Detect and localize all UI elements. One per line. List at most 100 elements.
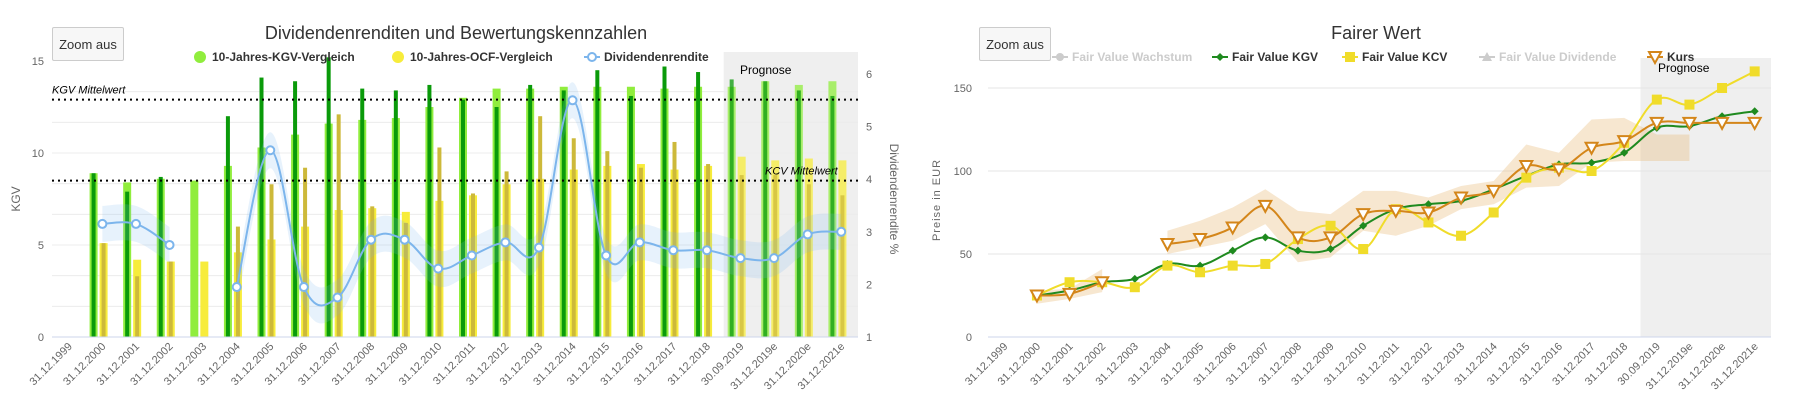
dividend-point xyxy=(265,145,276,156)
bar-kcv xyxy=(336,114,341,337)
legend-symbol xyxy=(1216,53,1224,61)
kurs-range-band xyxy=(1167,117,1690,263)
bar-kgv xyxy=(628,95,633,338)
kurs-point xyxy=(1290,231,1306,246)
bar-kgv xyxy=(91,173,96,337)
chart-title: Dividendenrenditen und Bewertungskennzah… xyxy=(265,23,647,43)
bar-kcv xyxy=(101,243,106,337)
bar-kgv xyxy=(461,99,465,337)
legend-item: Dividendenrendite xyxy=(604,50,709,64)
dividend-point xyxy=(567,95,578,106)
kcv-point xyxy=(1717,83,1728,93)
legend-item: Fair Value Dividende xyxy=(1499,50,1617,64)
bar-kgv xyxy=(830,95,835,338)
bar-kcv xyxy=(605,151,610,337)
kgv-point xyxy=(1620,148,1629,157)
kcv-point xyxy=(1064,277,1075,288)
legend-item: Fair Value KGV xyxy=(1232,50,1318,64)
kurs-point xyxy=(1747,116,1763,131)
kurs-point xyxy=(1518,160,1534,175)
bar-10-jahres-kgv-vergleich xyxy=(190,180,199,337)
left-chart: 0 5 10 15 1 2 3 4 5 6 KGV Dividendenrendite % KGV Mi… xyxy=(9,23,901,392)
kurs-point xyxy=(1225,221,1241,236)
kcv-point xyxy=(1162,260,1173,271)
zoom-out-button-right[interactable]: Zoom aus xyxy=(979,27,1051,61)
bar-kcv xyxy=(571,138,576,337)
legend-symbol xyxy=(1647,51,1663,66)
dividend-point xyxy=(231,282,242,293)
dividend-point xyxy=(164,239,175,250)
kurs-point xyxy=(1616,135,1632,150)
bar-kcv xyxy=(403,222,408,337)
legend-item: 10-Jahres-KGV-Vergleich xyxy=(212,50,355,64)
legend-item: Kurs xyxy=(1667,50,1695,64)
kcv-point xyxy=(1195,267,1206,278)
dividend-point xyxy=(466,250,477,261)
y-tick-label: 0 xyxy=(966,332,972,344)
bar-kgv xyxy=(763,81,768,338)
dividend-point xyxy=(836,226,847,237)
bar-kcv xyxy=(672,141,677,337)
dividend-point xyxy=(500,237,511,248)
dividend-point xyxy=(769,253,780,264)
kurs-point xyxy=(1420,206,1437,221)
bar-kcv xyxy=(370,206,375,337)
bar-kgv xyxy=(259,77,264,337)
kcv-point xyxy=(1586,166,1597,176)
legend-item: Fair Value KCV xyxy=(1362,50,1447,64)
kcv-point xyxy=(1488,207,1499,218)
dividend-point xyxy=(298,282,309,293)
legend-symbol xyxy=(1056,53,1064,61)
zoom-out-button-left[interactable]: Zoom aus xyxy=(52,27,124,61)
dividend-point xyxy=(701,245,712,256)
kcv-point xyxy=(1423,217,1434,228)
kurs-point xyxy=(1029,289,1045,304)
bar-kcv xyxy=(269,184,274,337)
bar-kgv xyxy=(662,66,667,338)
dividend-range-band xyxy=(102,204,170,263)
bar-kgv xyxy=(595,70,600,337)
bar-kgv xyxy=(696,72,701,337)
bar-kgv xyxy=(360,88,365,337)
dividend-range-band xyxy=(236,82,842,324)
kurs-point xyxy=(1322,231,1339,246)
y-axis-title: Preise in EUR xyxy=(931,159,943,241)
reference-line-label: KGV Mittelwert xyxy=(52,85,126,97)
legend-symbol xyxy=(1482,52,1492,61)
y2-tick-label: 6 xyxy=(866,69,872,81)
y2-axis-title: Dividendenrendite % xyxy=(887,144,901,255)
bar-kcv xyxy=(135,276,140,337)
y-tick-label: 50 xyxy=(960,249,972,261)
kcv-point xyxy=(1129,282,1140,293)
kgv-point xyxy=(1293,246,1302,255)
dividend-point xyxy=(533,242,544,253)
bar-kgv xyxy=(293,81,298,338)
bar-kcv xyxy=(638,167,643,337)
kgv-point xyxy=(1130,274,1139,283)
kurs-point xyxy=(1486,184,1502,200)
kurs-point xyxy=(1061,287,1078,302)
y2-tick-label: 3 xyxy=(866,227,872,239)
kgv-point xyxy=(1750,107,1759,116)
bar-kgv xyxy=(796,90,801,337)
y-tick-label: 0 xyxy=(38,332,44,344)
kgv-point xyxy=(1424,200,1433,209)
kurs-point xyxy=(1094,276,1110,291)
y-axis-title: KGV xyxy=(9,186,23,211)
bar-kgv xyxy=(125,191,130,337)
kcv-point xyxy=(1227,260,1238,271)
y2-tick-label: 4 xyxy=(866,174,872,186)
forecast-label: Prognose xyxy=(740,63,792,77)
dividend-point xyxy=(366,234,377,245)
kgv-point xyxy=(1261,233,1270,242)
bar-kcv xyxy=(840,195,845,337)
kurs-point xyxy=(1583,141,1600,156)
kurs-point xyxy=(1159,238,1176,253)
y2-tick-label: 1 xyxy=(866,332,872,344)
bar-kcv xyxy=(168,261,173,337)
y2-tick-label: 5 xyxy=(866,122,872,134)
dividend-point xyxy=(668,245,679,256)
dividend-point xyxy=(399,234,410,245)
